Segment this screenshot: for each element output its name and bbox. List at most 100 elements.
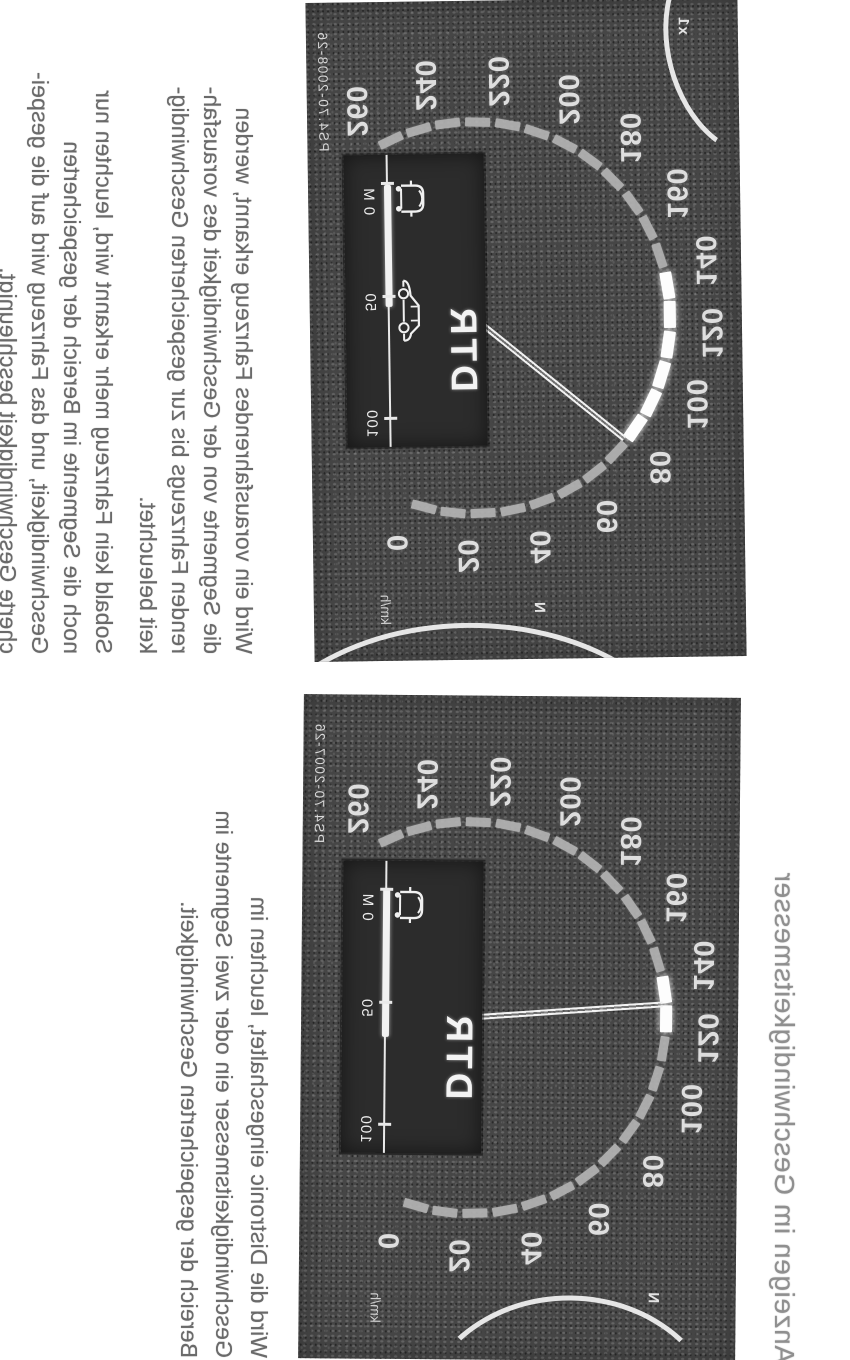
text-line: noch die Segmente im Bereich der gespeic… [59,141,85,654]
text-line: die Segmente von der Geschwindigkeit des… [199,86,225,654]
dial-number: 240 [408,59,442,111]
distance-scale-label: 100 [363,409,381,438]
dial-number: 120 [691,1012,724,1064]
speed-segment [528,492,556,511]
dial-number: 140 [686,939,719,992]
text-line: Geschwindigkeitsmesser ein oder zwei Seg… [211,810,237,1358]
distance-display: DTR 100 50 0 M [343,153,488,448]
adjacent-dial-glyph: N [644,1291,662,1304]
photo-reference-number: PS4.70-2008-26 [314,30,332,152]
lit-speed-segment [658,270,676,300]
speed-segment [548,1180,575,1201]
speed-segment [465,816,492,827]
speed-segment [402,1198,429,1214]
dial-number: 120 [695,306,729,359]
distance-display: DTR 100 50 0 M [340,860,484,1154]
car-rear-icon [389,178,433,219]
distance-scale-label: 0 M [358,892,377,921]
speed-segment [500,502,527,517]
lit-speed-segment [651,359,672,390]
speed-segment [435,816,462,829]
distance-scale-label: 50 [358,997,376,1017]
dial-number: 220 [482,755,516,808]
text-line: renden Fahrzeugs bis zur gespeicherten G… [167,86,193,654]
speed-segment [600,870,625,895]
speed-segment [551,836,578,856]
adjacent-dial-edge-arc [305,619,706,662]
text-line: Bereich der gespeicherten Geschwindigkei… [176,900,202,1358]
dial-number: 260 [341,782,374,834]
speed-segment [405,121,432,138]
speed-segment [657,1036,670,1063]
speed-segment [492,1203,519,1218]
speed-segment [377,130,404,150]
adjacent-dial-glyph: N [530,600,548,613]
dial-number: 80 [636,1153,669,1189]
distance-scale-label: 0 M [359,187,378,216]
speed-segment [620,893,643,919]
speedometer-needle [469,1001,663,1021]
dial-number: 180 [613,815,647,867]
adjacent-dial-glyph: x1 [674,15,692,35]
speed-segment [520,1194,548,1212]
speed-segment [621,189,644,216]
lit-speed-segment [659,1005,673,1033]
speed-segment [470,508,497,519]
text-line: keit beleuchtet. [135,496,161,654]
speed-segment [604,439,629,465]
dial-number: 40 [514,1230,548,1266]
dial-number: 100 [674,1082,707,1135]
dial-number: 60 [581,1201,614,1237]
lit-speed-segment [663,301,676,329]
dial-number: 200 [551,73,585,125]
speedometer-needle [471,315,627,441]
speed-segment [574,1163,600,1186]
speed-segment [651,242,669,270]
adjacent-dial-edge-arc [640,0,747,175]
dial-number: 60 [589,498,623,534]
speed-segment [638,214,658,242]
dial-number: 160 [659,871,693,924]
dial-number: 80 [643,449,677,485]
display-mode-label: DTR [438,1011,481,1100]
speed-segment [465,117,491,127]
speed-segment [440,506,467,519]
adjacent-dial-edge-arc [413,1294,726,1360]
text-line: Wird die Distronic eingeschaltet, leucht… [246,896,272,1358]
dial-number: 180 [613,111,647,164]
speed-segment [577,851,603,874]
dial-number: 0 [379,533,413,552]
car-side-icon [390,278,424,342]
speed-segment [649,946,666,974]
dial-number: 0 [371,1231,404,1250]
lit-speed-segment [660,330,676,360]
speedometer-photo-distronic-standby: N 0 20 40 60 80 100 120 140 160 180 200 220 240 260 DTR… [298,694,741,1360]
car-rear-icon [388,885,431,925]
speed-segment [636,918,656,946]
dial-number: 100 [679,377,713,430]
dial-number: 160 [660,167,694,219]
unit-label: km/h [377,594,395,626]
speed-segment [523,123,551,141]
speed-segment [494,118,521,132]
distance-scale-tick [384,416,398,420]
dial-number: 200 [553,775,586,827]
dial-number: 20 [451,538,484,573]
speed-segment [600,167,625,192]
photo-reference-number: PS4.70-2007-26 [311,722,328,844]
speed-segment [495,818,522,833]
speed-segment [581,460,608,484]
distance-scale-tick [378,1122,392,1126]
speed-segment [434,117,461,130]
speed-segment [462,1208,488,1219]
speed-segment [648,1065,665,1092]
speed-segment [524,824,551,843]
speed-segment [618,1119,641,1145]
text-line: Geschwindigkeit, und das Fahrzeug wird a… [27,71,53,654]
dial-number: 240 [410,757,443,810]
speed-segment [597,1142,622,1168]
speed-segment [551,134,578,154]
dial-number: 20 [442,1238,475,1273]
dial-number: 140 [688,234,722,287]
